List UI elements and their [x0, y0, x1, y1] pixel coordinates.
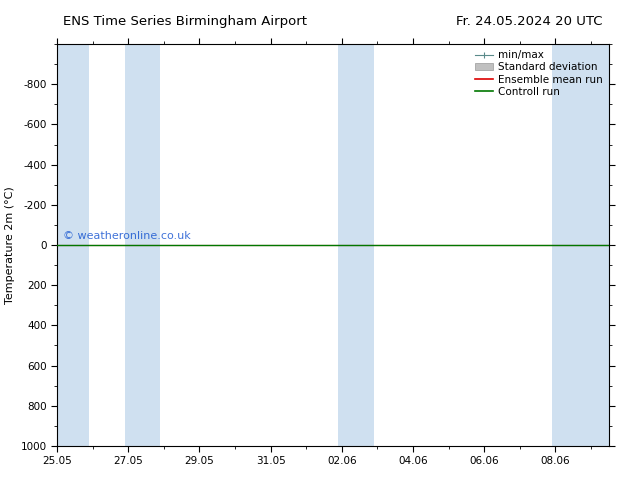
- Text: ENS Time Series Birmingham Airport: ENS Time Series Birmingham Airport: [63, 15, 307, 28]
- Legend: min/max, Standard deviation, Ensemble mean run, Controll run: min/max, Standard deviation, Ensemble me…: [470, 46, 607, 101]
- Bar: [125, 44, 160, 446]
- Bar: [552, 44, 609, 446]
- Text: Fr. 24.05.2024 20 UTC: Fr. 24.05.2024 20 UTC: [456, 15, 602, 28]
- Text: © weatheronline.co.uk: © weatheronline.co.uk: [63, 231, 190, 241]
- Bar: [57, 44, 89, 446]
- Y-axis label: Temperature 2m (°C): Temperature 2m (°C): [5, 186, 15, 304]
- Bar: [338, 44, 374, 446]
